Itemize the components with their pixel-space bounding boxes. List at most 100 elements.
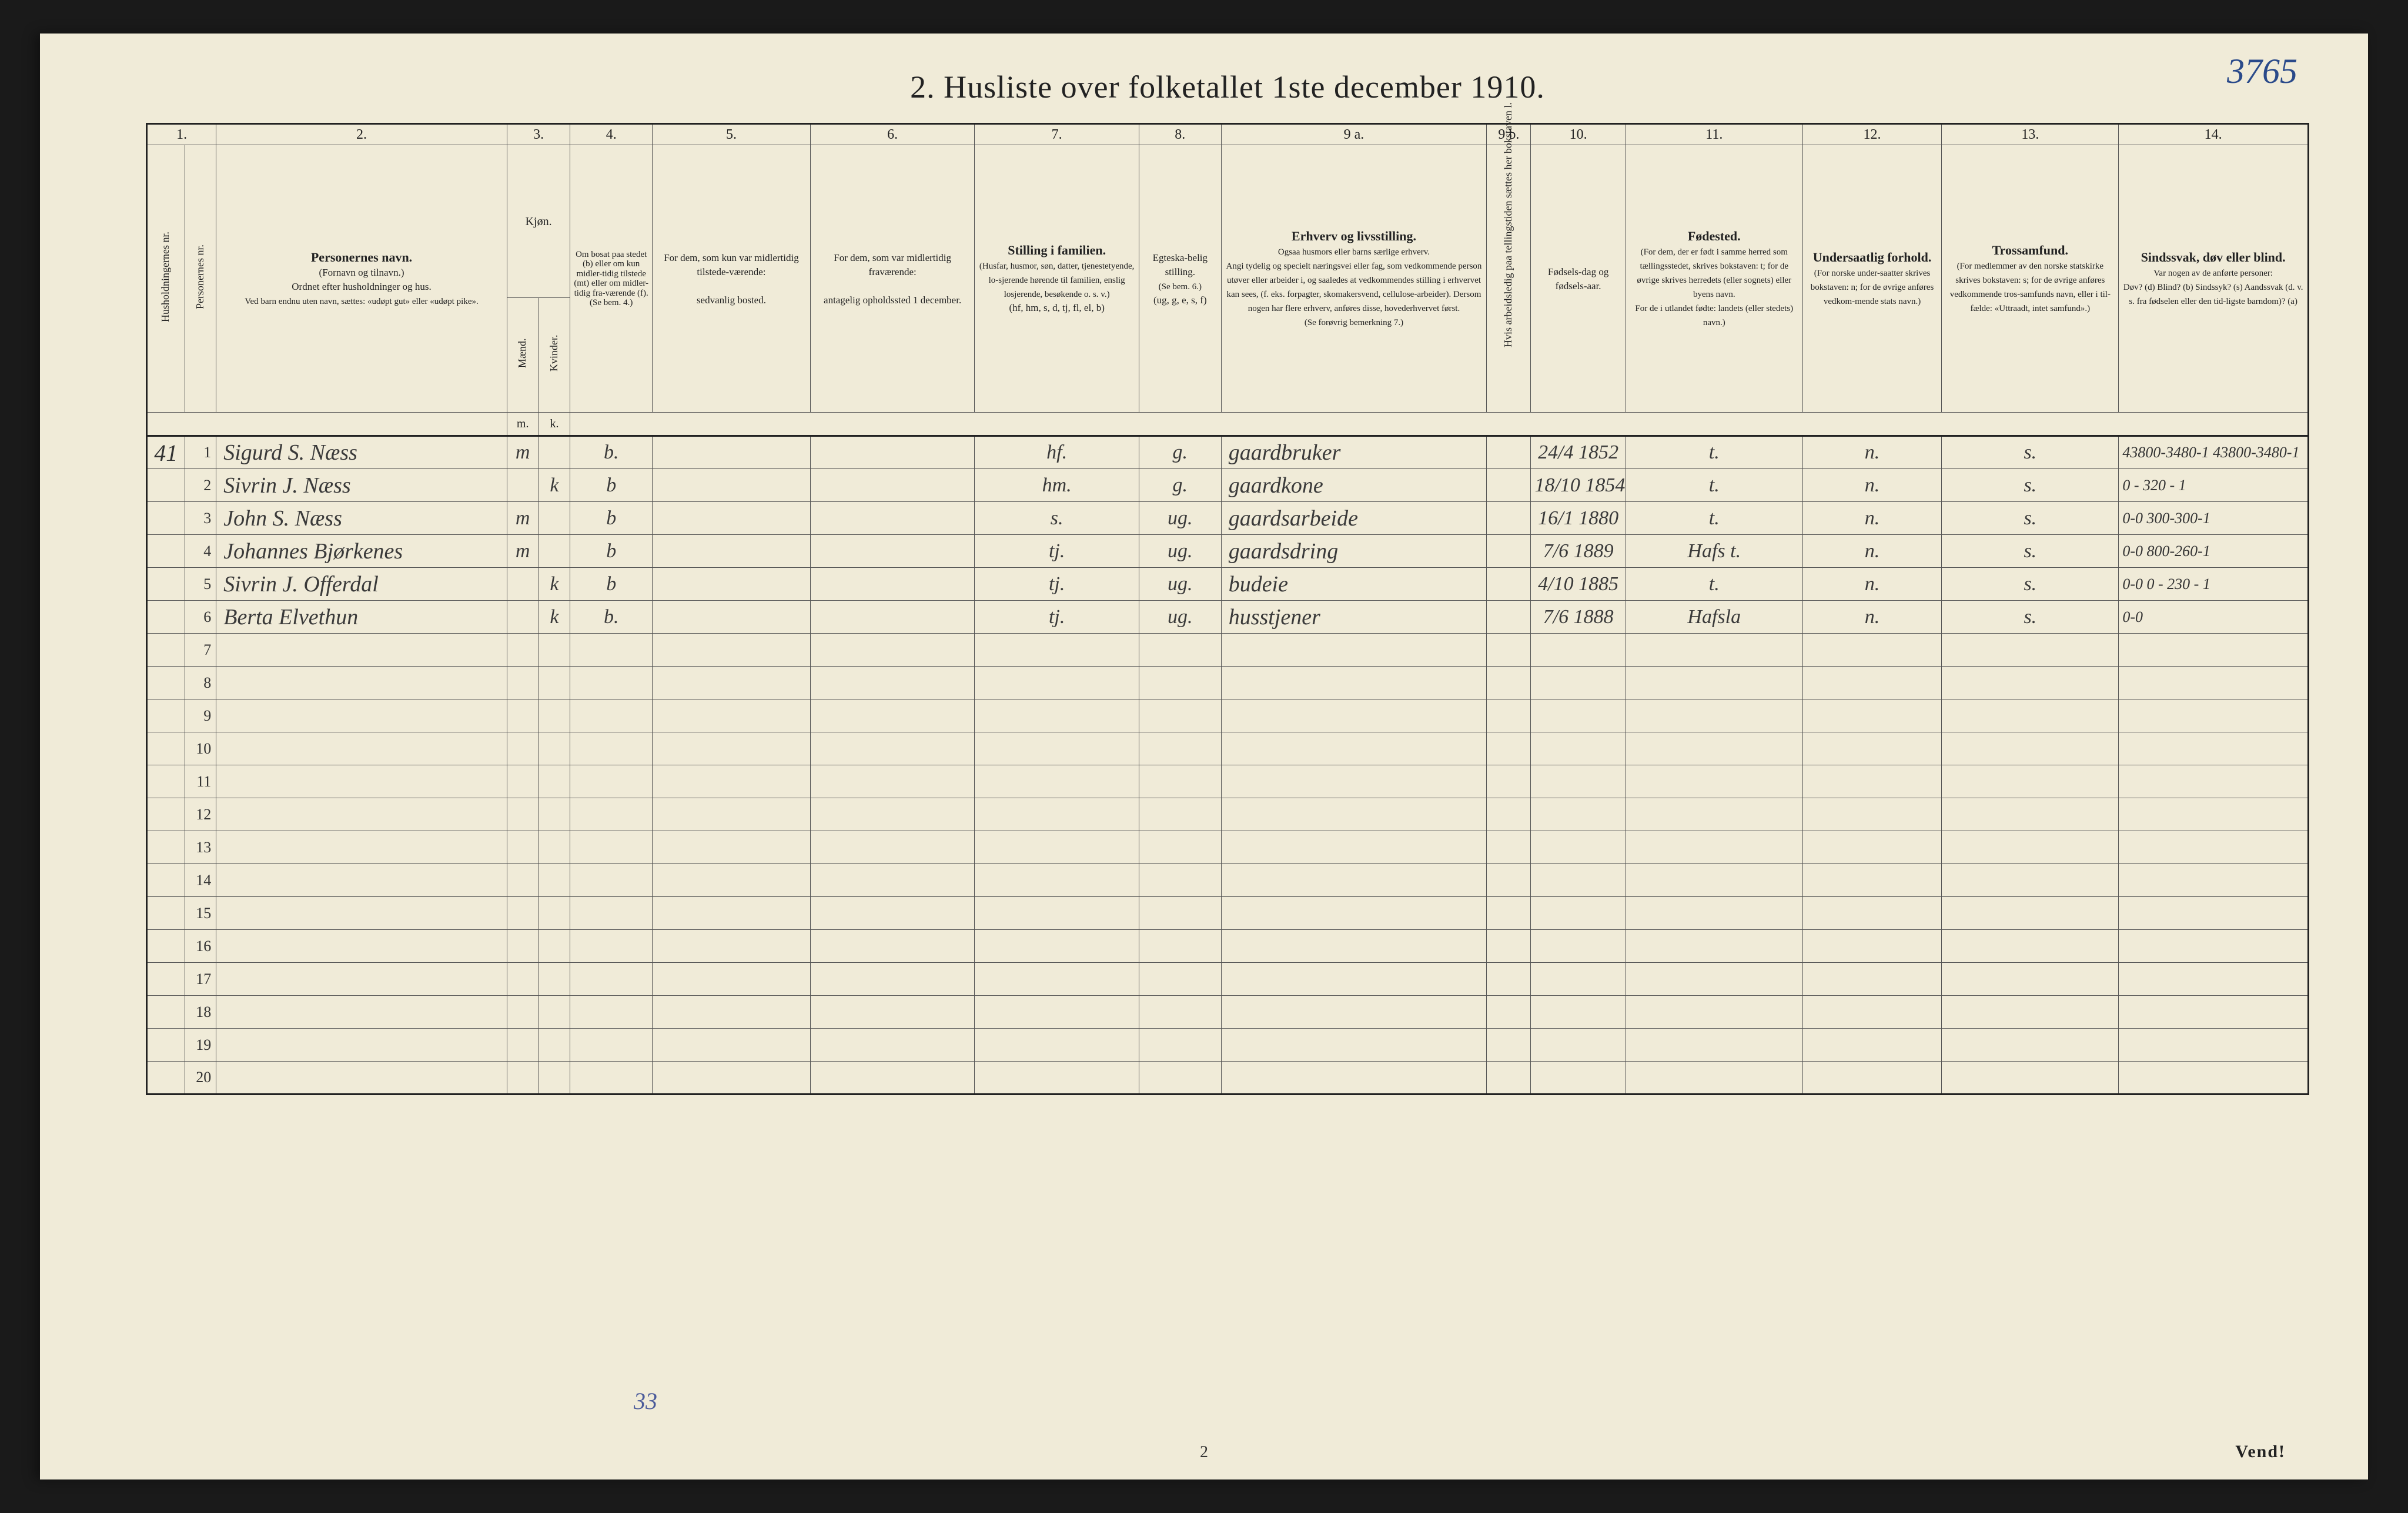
table-row-blank: 16 xyxy=(147,930,2309,963)
empty-cell xyxy=(1221,864,1487,897)
header-marital: Egteska-belig stilling. (Se bem. 6.) (ug… xyxy=(1139,145,1221,413)
birthplace-cell: Hafsla xyxy=(1626,601,1802,634)
empty-cell xyxy=(810,667,975,699)
empty-cell xyxy=(216,963,507,996)
empty-cell xyxy=(1221,1062,1487,1094)
empty-cell xyxy=(570,798,653,831)
birth-cell: 18/10 1854 xyxy=(1531,469,1626,502)
header-citizenship: Undersaatlig forhold. (For norske under-… xyxy=(1802,145,1942,413)
empty-cell xyxy=(1802,864,1942,897)
temp-absent-cell xyxy=(810,436,975,469)
empty-cell xyxy=(1626,765,1802,798)
household-cell xyxy=(147,469,185,502)
h6-title: For dem, som var midlertidig fraværende: xyxy=(834,252,951,277)
h10-title: Fødsels-dag og fødsels-aar. xyxy=(1548,266,1608,292)
empty-cell xyxy=(1139,963,1221,996)
empty-cell xyxy=(1139,897,1221,930)
empty-cell xyxy=(507,1062,539,1094)
empty-cell xyxy=(653,667,811,699)
unemployed-cell xyxy=(1487,568,1531,601)
empty-cell xyxy=(1221,765,1487,798)
mk-row: m. k. xyxy=(147,413,2309,436)
empty-cell xyxy=(570,963,653,996)
table-row-blank: 20 xyxy=(147,1062,2309,1094)
temp-present-cell xyxy=(653,469,811,502)
header-disability: Sindssvak, døv eller blind. Var nogen av… xyxy=(2119,145,2309,413)
empty-cell xyxy=(1139,1029,1221,1062)
empty-cell xyxy=(1531,963,1626,996)
empty-cell xyxy=(1221,699,1487,732)
empty-cell xyxy=(975,765,1139,798)
empty-cell xyxy=(1802,1029,1942,1062)
person-nr-cell: 19 xyxy=(185,1029,216,1062)
empty-cell xyxy=(1139,765,1221,798)
h5-sub: sedvanlig bosted. xyxy=(697,294,766,306)
religion-cell: s. xyxy=(1942,568,2119,601)
empty-cell xyxy=(1487,996,1531,1029)
occupation-cell: gaardsarbeide xyxy=(1221,502,1487,535)
empty-cell xyxy=(810,996,975,1029)
empty-cell xyxy=(147,996,185,1029)
birth-cell: 16/1 1880 xyxy=(1531,502,1626,535)
empty-cell xyxy=(507,765,539,798)
table-row-blank: 9 xyxy=(147,699,2309,732)
name-cell: Sivrin J. Næss xyxy=(216,469,507,502)
empty-cell xyxy=(507,996,539,1029)
empty-cell xyxy=(1626,963,1802,996)
empty-cell xyxy=(1139,798,1221,831)
empty-cell xyxy=(1802,732,1942,765)
empty-cell xyxy=(1942,963,2119,996)
empty-cell xyxy=(1802,1062,1942,1094)
empty-cell xyxy=(216,699,507,732)
h2-sub1: (Fornavn og tilnavn.) xyxy=(319,267,404,278)
person-nr-cell: 9 xyxy=(185,699,216,732)
household-cell: 41 xyxy=(147,436,185,469)
empty-cell xyxy=(1531,699,1626,732)
empty-cell xyxy=(2119,864,2309,897)
empty-cell xyxy=(653,732,811,765)
empty-cell xyxy=(1802,699,1942,732)
table-body: 411Sigurd S. Næssmb.hf.g.gaardbruker24/4… xyxy=(147,436,2309,1094)
disability-cell: 43800-3480-1 43800-3480-1 xyxy=(2119,436,2309,469)
female-cell xyxy=(539,535,570,568)
empty-cell xyxy=(1942,996,2119,1029)
empty-cell xyxy=(507,634,539,667)
header-occupation: Erhverv og livsstilling. Ogsaa husmors e… xyxy=(1221,145,1487,413)
name-cell: Sivrin J. Offerdal xyxy=(216,568,507,601)
empty-cell xyxy=(216,634,507,667)
empty-cell xyxy=(1221,963,1487,996)
person-nr-cell: 6 xyxy=(185,601,216,634)
person-nr-cell: 5 xyxy=(185,568,216,601)
h7-title: Stilling i familien. xyxy=(1008,243,1106,257)
empty-cell xyxy=(147,1062,185,1094)
header-female: Kvinder. xyxy=(539,298,570,413)
family-position-cell: tj. xyxy=(975,568,1139,601)
mk-k: k. xyxy=(539,413,570,436)
religion-cell: s. xyxy=(1942,502,2119,535)
table-row: 3John S. Næssmbs.ug.gaardsarbeide16/1 18… xyxy=(147,502,2309,535)
empty-cell xyxy=(2119,930,2309,963)
empty-cell xyxy=(1626,930,1802,963)
male-cell xyxy=(507,568,539,601)
family-position-cell: s. xyxy=(975,502,1139,535)
empty-cell xyxy=(1942,831,2119,864)
person-nr-cell: 14 xyxy=(185,864,216,897)
person-nr-cell: 12 xyxy=(185,798,216,831)
h7-sub2: (hf, hm, s, d, tj, fl, el, b) xyxy=(1009,302,1104,313)
empty-cell xyxy=(1139,864,1221,897)
empty-cell xyxy=(1802,930,1942,963)
empty-cell xyxy=(1942,667,2119,699)
empty-cell xyxy=(1626,831,1802,864)
empty-cell xyxy=(1221,897,1487,930)
empty-cell xyxy=(1487,798,1531,831)
empty-cell xyxy=(1139,930,1221,963)
header-person-nr-text: Personernes nr. xyxy=(194,206,207,347)
header-birth: Fødsels-dag og fødsels-aar. xyxy=(1531,145,1626,413)
empty-cell xyxy=(1221,930,1487,963)
empty-cell xyxy=(507,864,539,897)
h6-sub: antagelig opholdssted 1 december. xyxy=(824,294,961,306)
empty-cell xyxy=(570,699,653,732)
empty-cell xyxy=(810,831,975,864)
empty-cell xyxy=(1942,897,2119,930)
empty-cell xyxy=(653,897,811,930)
